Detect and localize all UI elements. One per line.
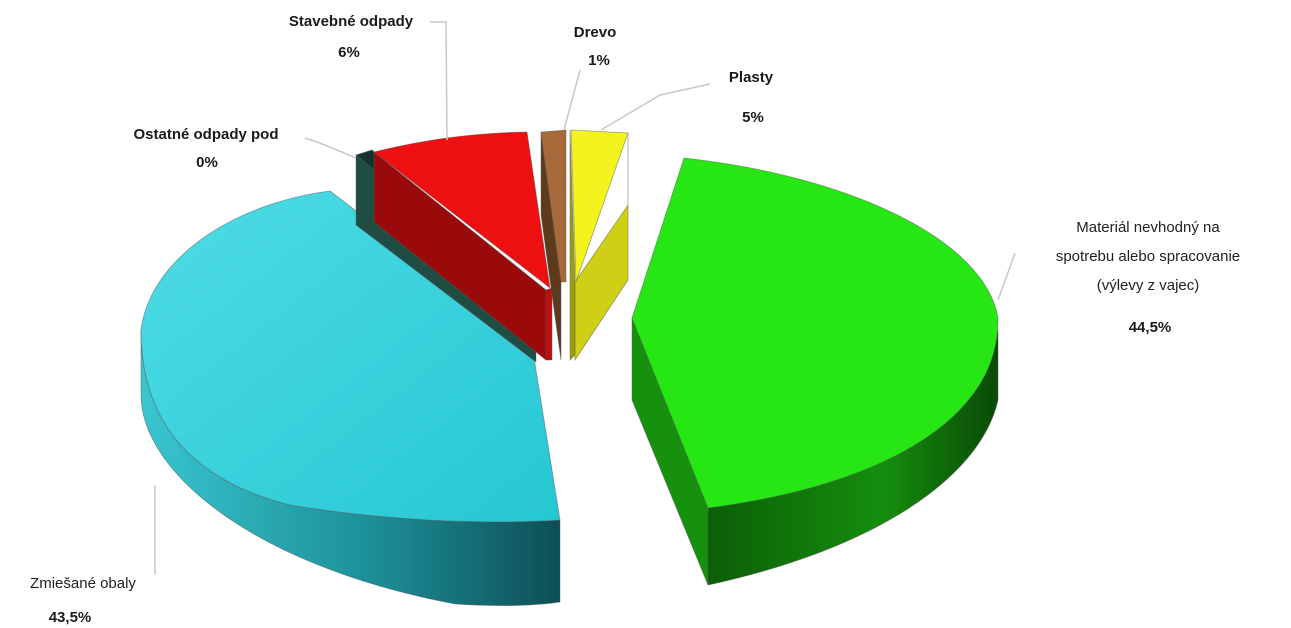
label-stavebne-odpady: Stavebné odpady [289,13,414,30]
label-material-line3: (výlevy z vajec) [1097,277,1200,294]
label-drevo: Drevo [574,24,617,41]
label-zmiesane-obaly: Zmiešané obaly [30,575,136,592]
label-material-line2: spotrebu alebo spracovanie [1056,248,1240,265]
value-material: 44,5% [1129,319,1172,336]
value-plasty: 5% [742,109,764,126]
value-drevo: 1% [588,52,610,69]
leader-lines [154,21,1016,575]
value-stavebne-odpady: 6% [338,44,360,61]
slice-drevo [540,129,567,361]
value-zmiesane-obaly: 43,5% [49,609,92,626]
leader-drevo [563,69,581,131]
slice-stavebne-odpady [373,131,553,361]
leader-ostatne [304,137,357,159]
value-ostatne-odpady: 0% [196,154,218,171]
slice-plasty [569,129,629,362]
label-material-line1: Materiál nevhodný na [1076,219,1220,236]
label-ostatne-odpady: Ostatné odpady pod [133,126,278,143]
slice-material-nevhodny [631,157,999,586]
label-plasty: Plasty [729,69,774,86]
leader-material [997,252,1016,301]
leader-plasty [600,83,711,131]
slice-zmiesane-obaly [140,190,561,606]
leader-stavebne [430,21,448,141]
pie-slices [140,129,999,606]
